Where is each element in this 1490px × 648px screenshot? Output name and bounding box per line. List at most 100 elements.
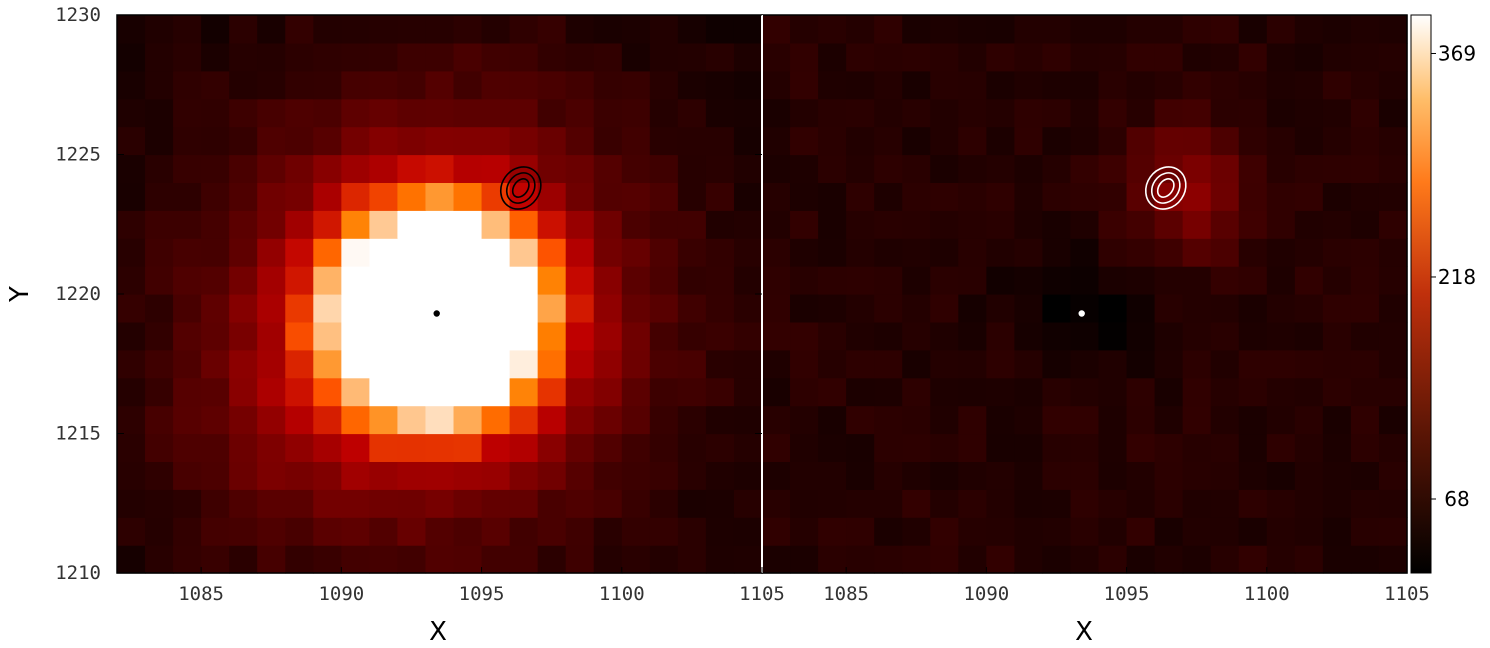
heatmap-cell [1378,15,1408,44]
heatmap-cell [1182,266,1212,295]
heatmap-cell [481,489,511,518]
heatmap-cell [958,42,987,72]
heatmap-cell [397,294,427,323]
heatmap-cell [1126,238,1156,267]
heatmap-cell [733,126,763,156]
heatmap-cell [705,182,735,211]
heatmap-cell [1378,489,1408,518]
heatmap-cell [621,182,651,211]
heatmap-cell [397,126,427,156]
heatmap-cell [930,210,959,239]
heatmap-cell [1014,321,1044,351]
heatmap-cell [790,349,819,379]
heatmap-cell [593,405,623,435]
heatmap-cell [649,154,679,183]
heatmap-cell [677,182,707,211]
heatmap-cell [257,238,286,267]
heatmap-cell [1098,461,1128,490]
heatmap-cell [1042,377,1072,407]
heatmap-cell [846,154,875,183]
heatmap-cell [705,349,735,379]
heatmap-cell [537,182,567,211]
heatmap-cell [453,294,483,323]
heatmap-cell [257,377,286,407]
colorbar-frame [1410,14,1432,574]
heatmap-cell [117,154,146,183]
heatmap-cell [1378,405,1408,435]
heatmap-cell [173,489,202,518]
heatmap-cell [201,517,230,546]
heatmap-cell [229,210,258,239]
heatmap-cell [762,321,791,351]
heatmap-cell [958,154,987,183]
heatmap-cell [1070,321,1100,351]
heatmap-cell [257,70,286,100]
heatmap-cell [369,294,399,323]
heatmap-cell [902,489,931,518]
heatmap-cell [229,266,258,295]
heatmap-cell [1126,377,1156,407]
heatmap-cell [313,42,342,72]
heatmap-cell [145,154,174,183]
heatmap-cell [313,294,342,323]
heatmap-cell [537,210,567,239]
heatmap-cell [902,15,931,44]
heatmap-cell [902,405,931,435]
y-axis-label: Y [5,286,35,303]
heatmap-cell [733,349,763,379]
heatmap-cell [1126,154,1156,183]
heatmap-cell [818,433,847,462]
heatmap-cell [117,294,146,323]
heatmap-cell [453,98,483,128]
heatmap-cell [874,70,903,100]
heatmap-cell [846,349,875,379]
heatmap-cell [257,42,286,72]
heatmap-cell [1070,154,1100,183]
heatmap-cell [1182,15,1212,44]
heatmap-cell [1014,210,1044,239]
heatmap-cell [397,238,427,267]
heatmap-cell [1350,461,1380,490]
heatmap-cell [649,15,679,44]
heatmap-cell [733,545,763,574]
heatmap-cell [649,70,679,100]
heatmap-cell [285,266,314,295]
heatmap-cell [1210,210,1240,239]
heatmap-cell [733,210,763,239]
heatmap-cell [565,321,595,351]
contour-line [505,172,536,204]
heatmap-cell [425,545,455,574]
heatmap-cell [1042,182,1072,211]
heatmap-cell [201,238,230,267]
heatmap-cell [509,489,539,518]
heatmap-cell [565,42,595,72]
heatmap-cell [397,15,427,44]
heatmap-cell [481,517,511,546]
heatmap-cell [1154,489,1184,518]
x-tick-label: 1090 [963,583,1009,605]
heatmap-cell [537,238,567,267]
heatmap-cell [649,517,679,546]
heatmap-cell [846,294,875,323]
heatmap-cell [1294,210,1324,239]
heatmap-cell [649,461,679,490]
heatmap-cell [425,461,455,490]
heatmap-cell [565,238,595,267]
heatmap-cell [1182,182,1212,211]
heatmap-cell [930,517,959,546]
heatmap-cell [173,210,202,239]
heatmap-cell [341,294,370,323]
heatmap-cell [173,15,202,44]
heatmap-cell [790,517,819,546]
heatmap-cell [1294,349,1324,379]
heatmap-cell [425,42,455,72]
heatmap-cell [1266,154,1296,183]
heatmap-cell [1294,517,1324,546]
heatmap-cell [1070,15,1100,44]
heatmap-cell [397,349,427,379]
heatmap-cell [313,210,342,239]
heatmap-cell [902,545,931,574]
heatmap-cell [1322,126,1352,156]
heatmap-cell [846,126,875,156]
heatmap-cell [874,433,903,462]
